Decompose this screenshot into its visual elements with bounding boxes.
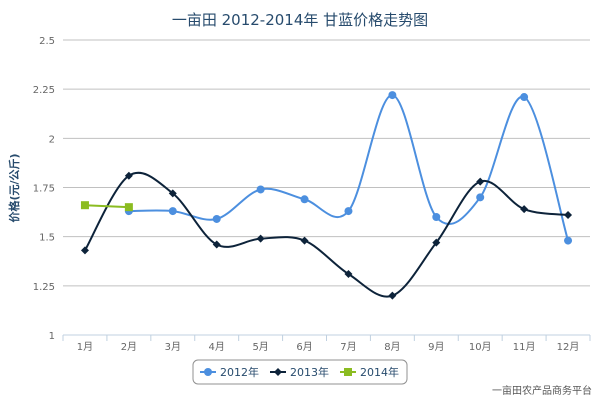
legend-label: 2012年: [220, 365, 259, 379]
legend[interactable]: 2012年 2013年 2014年: [192, 359, 408, 385]
data-point[interactable]: [300, 195, 309, 204]
x-tick-label: 4月: [209, 341, 225, 353]
y-tick-label: 2.5: [39, 36, 55, 47]
data-point[interactable]: [476, 177, 485, 186]
x-tick-label: 3月: [165, 341, 181, 353]
x-tick-label: 9月: [428, 341, 444, 353]
x-tick-label: 7月: [340, 341, 356, 353]
y-axis-ticks: 1 1.25 1.5 1.75 2 2.25 2.5: [33, 36, 55, 342]
data-point[interactable]: [344, 207, 353, 216]
data-point[interactable]: [168, 207, 177, 216]
data-point[interactable]: [432, 213, 441, 221]
legend-label: 2014年: [360, 365, 399, 379]
data-point[interactable]: [212, 214, 221, 223]
series-line: [84, 171, 569, 298]
data-point[interactable]: [520, 93, 529, 102]
data-point[interactable]: [388, 291, 397, 300]
data-point[interactable]: [212, 240, 221, 249]
data-point[interactable]: [124, 171, 133, 180]
legend-marker[interactable]: [344, 368, 352, 376]
credit-text: 一亩田农产品商务平台: [492, 384, 592, 397]
data-point[interactable]: [256, 234, 265, 243]
legend-item[interactable]: 2012年: [200, 365, 259, 379]
x-tick-label: 2月: [121, 341, 137, 353]
x-tick-label: 6月: [296, 341, 312, 353]
legend-box: [192, 359, 408, 385]
x-tick-label: 12月: [557, 341, 580, 353]
legend-marker[interactable]: [204, 368, 212, 376]
y-tick-label: 1.25: [33, 282, 55, 293]
data-point[interactable]: [476, 193, 485, 202]
data-point[interactable]: [388, 91, 397, 100]
x-tick-label: 5月: [252, 341, 268, 353]
x-tick-label: 8月: [384, 341, 400, 353]
y-tick-label: 2.25: [33, 85, 55, 96]
data-point[interactable]: [520, 205, 529, 214]
y-tick-label: 1.5: [39, 233, 55, 244]
legend-item[interactable]: 2013年: [270, 365, 329, 379]
x-tick-label: 10月: [469, 341, 492, 353]
series-line: [84, 204, 129, 209]
legend-item[interactable]: 2014年: [340, 365, 399, 379]
x-tick-label: 1月: [77, 341, 93, 353]
data-point[interactable]: [432, 238, 441, 247]
x-tick-label: 11月: [513, 341, 536, 353]
data-point[interactable]: [168, 189, 177, 198]
data-point[interactable]: [256, 185, 265, 194]
data-point[interactable]: [80, 201, 89, 210]
legend-marker[interactable]: [274, 368, 282, 376]
data-point[interactable]: [564, 211, 573, 220]
x-axis: 1月 2月 3月 4月 5月 6月 7月 8月 9月 10月 11月 12月: [62, 334, 591, 353]
y-tick-label: 2: [49, 134, 55, 145]
series-2014年: [80, 201, 133, 212]
data-point[interactable]: [124, 203, 133, 212]
series-layer: [80, 91, 573, 300]
gridlines: [63, 39, 590, 336]
data-point[interactable]: [564, 236, 573, 245]
series-2013年: [80, 171, 573, 300]
y-tick-label: 1: [49, 331, 55, 342]
y-tick-label: 1.75: [33, 184, 55, 195]
series-2012年: [124, 91, 573, 245]
chart-title: 一亩田 2012-2014年 甘蓝价格走势图: [172, 11, 428, 29]
data-point[interactable]: [80, 246, 89, 255]
data-point[interactable]: [344, 270, 353, 279]
data-point[interactable]: [300, 236, 309, 245]
legend-label: 2013年: [290, 365, 329, 379]
y-axis-label: 价格(元/公斤): [7, 153, 21, 222]
